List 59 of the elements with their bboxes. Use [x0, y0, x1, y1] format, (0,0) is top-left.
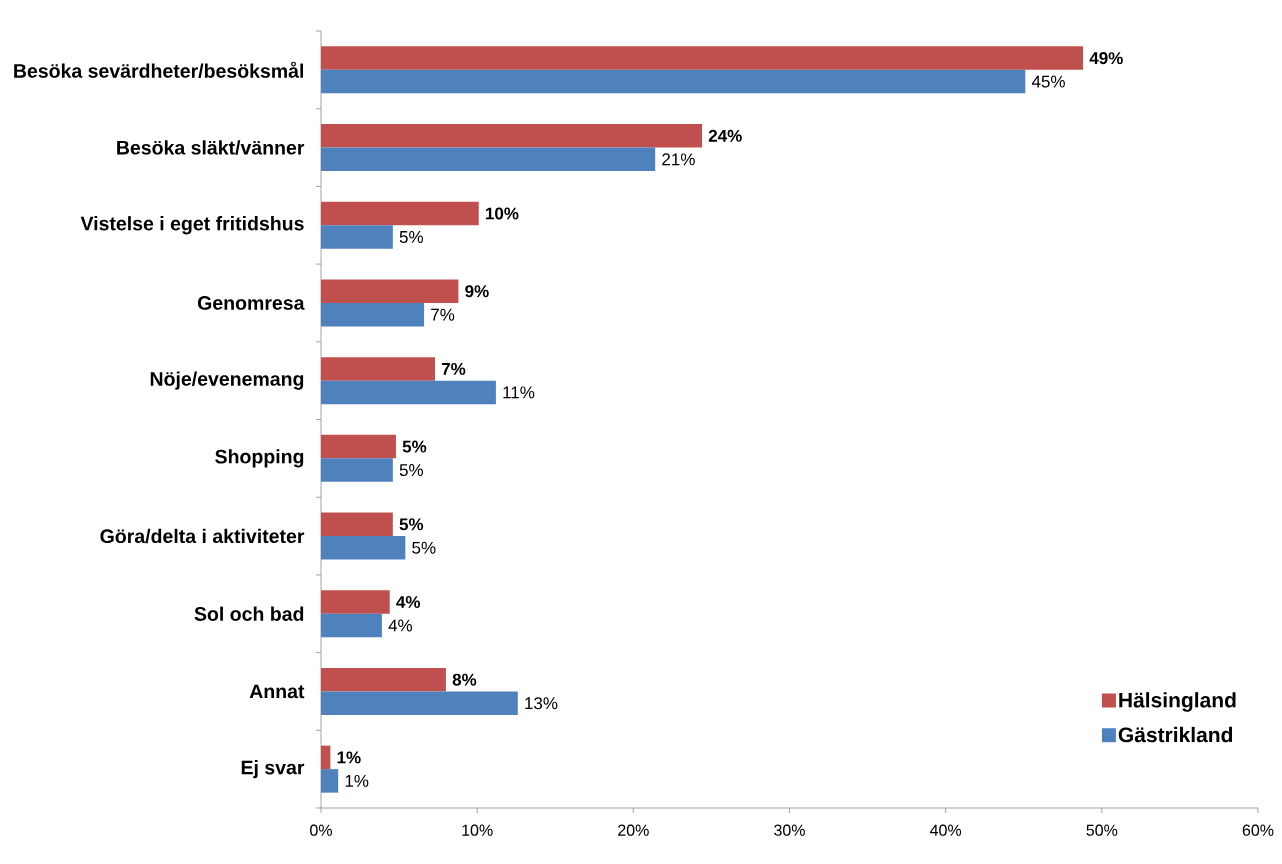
bar — [321, 769, 339, 793]
data-label: 8% — [452, 673, 477, 686]
data-label: 5% — [399, 518, 424, 531]
bar — [321, 512, 393, 537]
data-label: 4% — [388, 619, 413, 632]
data-label: 5% — [399, 464, 423, 477]
bar — [321, 380, 496, 405]
data-label: 9% — [465, 285, 489, 298]
bar — [321, 69, 1026, 94]
bar — [321, 147, 656, 172]
legend-label: Gästrikland — [1118, 726, 1233, 743]
x-tick-label: 50% — [1086, 824, 1118, 836]
data-label: 11% — [503, 386, 535, 399]
x-tick-label: 20% — [618, 824, 649, 836]
data-label: 13% — [525, 697, 558, 710]
bar — [321, 46, 1084, 70]
data-label: 7% — [431, 308, 455, 321]
data-label: 45% — [1031, 75, 1065, 88]
x-tick-label: 30% — [774, 824, 805, 836]
x-tick-label: 60% — [1242, 824, 1274, 836]
y-tick-label: Besöka sevärdheter/besöksmål — [14, 61, 304, 79]
bar — [321, 745, 331, 770]
data-label: 7% — [441, 362, 466, 375]
data-label: 49% — [1089, 52, 1123, 65]
data-label: 1% — [337, 751, 361, 764]
bar — [321, 302, 425, 327]
x-tick-label: 0% — [310, 824, 332, 836]
data-label: 10% — [486, 207, 519, 220]
data-label: 5% — [399, 231, 423, 243]
bar — [321, 536, 406, 560]
y-tick-label: Vistelse i eget fritidshus — [80, 216, 304, 235]
bar — [321, 691, 518, 715]
bar — [321, 357, 436, 381]
legend-label: Hälsingland — [1119, 692, 1236, 712]
data-label: 4% — [396, 596, 421, 608]
y-tick-label: Genomresa — [197, 296, 305, 310]
data-label: 21% — [662, 153, 695, 166]
bar — [321, 458, 393, 482]
data-label: 24% — [708, 129, 742, 142]
bar — [321, 590, 390, 614]
y-tick-label: Ej svar — [241, 760, 305, 779]
bar — [321, 613, 382, 638]
y-tick-label: Shopping — [215, 449, 304, 468]
y-tick-label: Annat — [249, 684, 305, 699]
y-tick-label: Nöje/evenemang — [150, 371, 304, 390]
bar — [321, 434, 396, 459]
data-label: 1% — [345, 774, 369, 787]
y-tick-label: Besöka släkt/vänner — [117, 140, 305, 155]
data-label: 5% — [412, 541, 436, 554]
data-label: 5% — [402, 440, 427, 453]
bar — [321, 124, 703, 148]
x-tick-label: 10% — [462, 824, 493, 836]
y-tick-label: Göra/delta i aktiviteter — [100, 528, 305, 544]
x-tick-label: 40% — [930, 824, 962, 836]
bar — [321, 201, 479, 226]
bar — [321, 225, 393, 249]
bar — [321, 279, 459, 303]
bar — [321, 667, 446, 692]
y-tick-label: Sol och bad — [194, 606, 304, 621]
